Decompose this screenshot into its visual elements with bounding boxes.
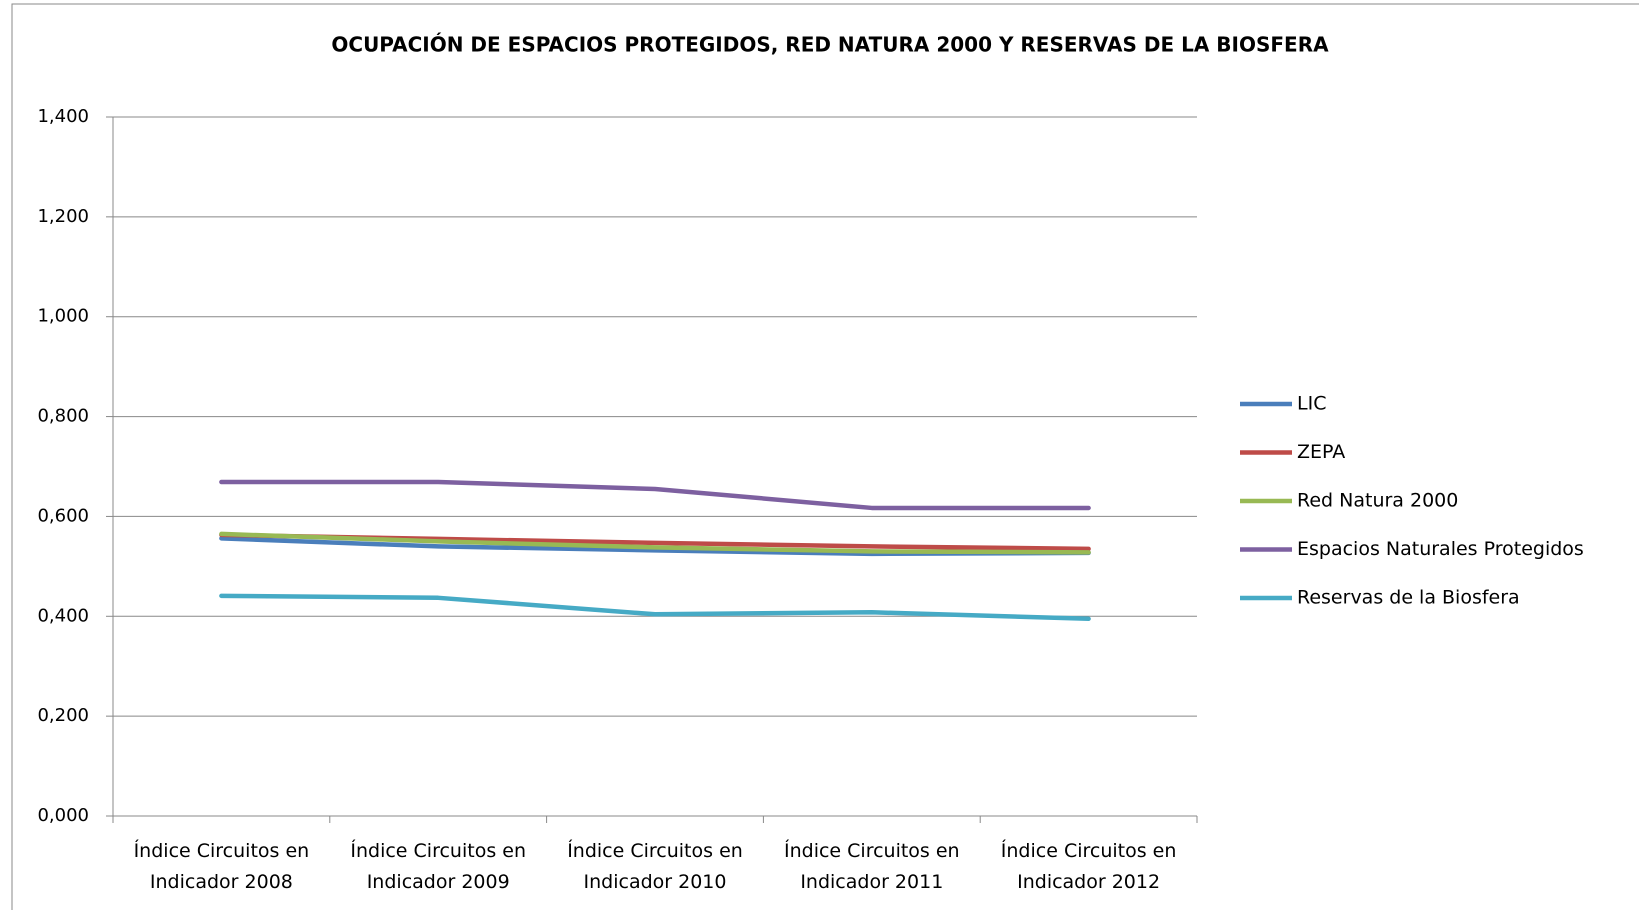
chart-border (11, 3, 1639, 910)
series-line (219, 531, 1091, 555)
y-tick-label: 0,000 (37, 805, 89, 826)
x-tick-label: Índice Circuitos en Indicador 2008 (133, 840, 310, 893)
y-tick-label: 1,200 (37, 206, 89, 227)
y-tick-label: 0,200 (37, 705, 89, 726)
legend-label: LIC (1297, 393, 1326, 415)
legend-label: Espacios Naturales Protegidos (1297, 538, 1584, 560)
legend-label: ZEPA (1297, 441, 1345, 463)
y-tick-label: 1,400 (37, 106, 89, 127)
y-tick-label: 0,600 (37, 505, 89, 526)
series-line (219, 593, 1091, 622)
x-tick-label: Índice Circuitos en Indicador 2012 (1000, 840, 1177, 893)
series-line (219, 479, 1091, 511)
y-tick-label: 1,000 (37, 306, 89, 327)
x-tick-label: Índice Circuitos en Indicador 2009 (350, 840, 526, 893)
y-tick-label: 0,800 (37, 406, 89, 427)
legend-label: Reservas de la Biosfera (1297, 587, 1520, 609)
legend-label: Red Natura 2000 (1297, 490, 1458, 512)
y-tick-label: 0,400 (37, 605, 89, 626)
x-tick-label: Índice Circuitos en Indicador 2010 (567, 840, 743, 893)
chart-title: OCUPACIÓN DE ESPACIOS PROTEGIDOS, RED NA… (331, 33, 1329, 57)
x-tick-label: Índice Circuitos en Indicador 2011 (783, 840, 960, 893)
